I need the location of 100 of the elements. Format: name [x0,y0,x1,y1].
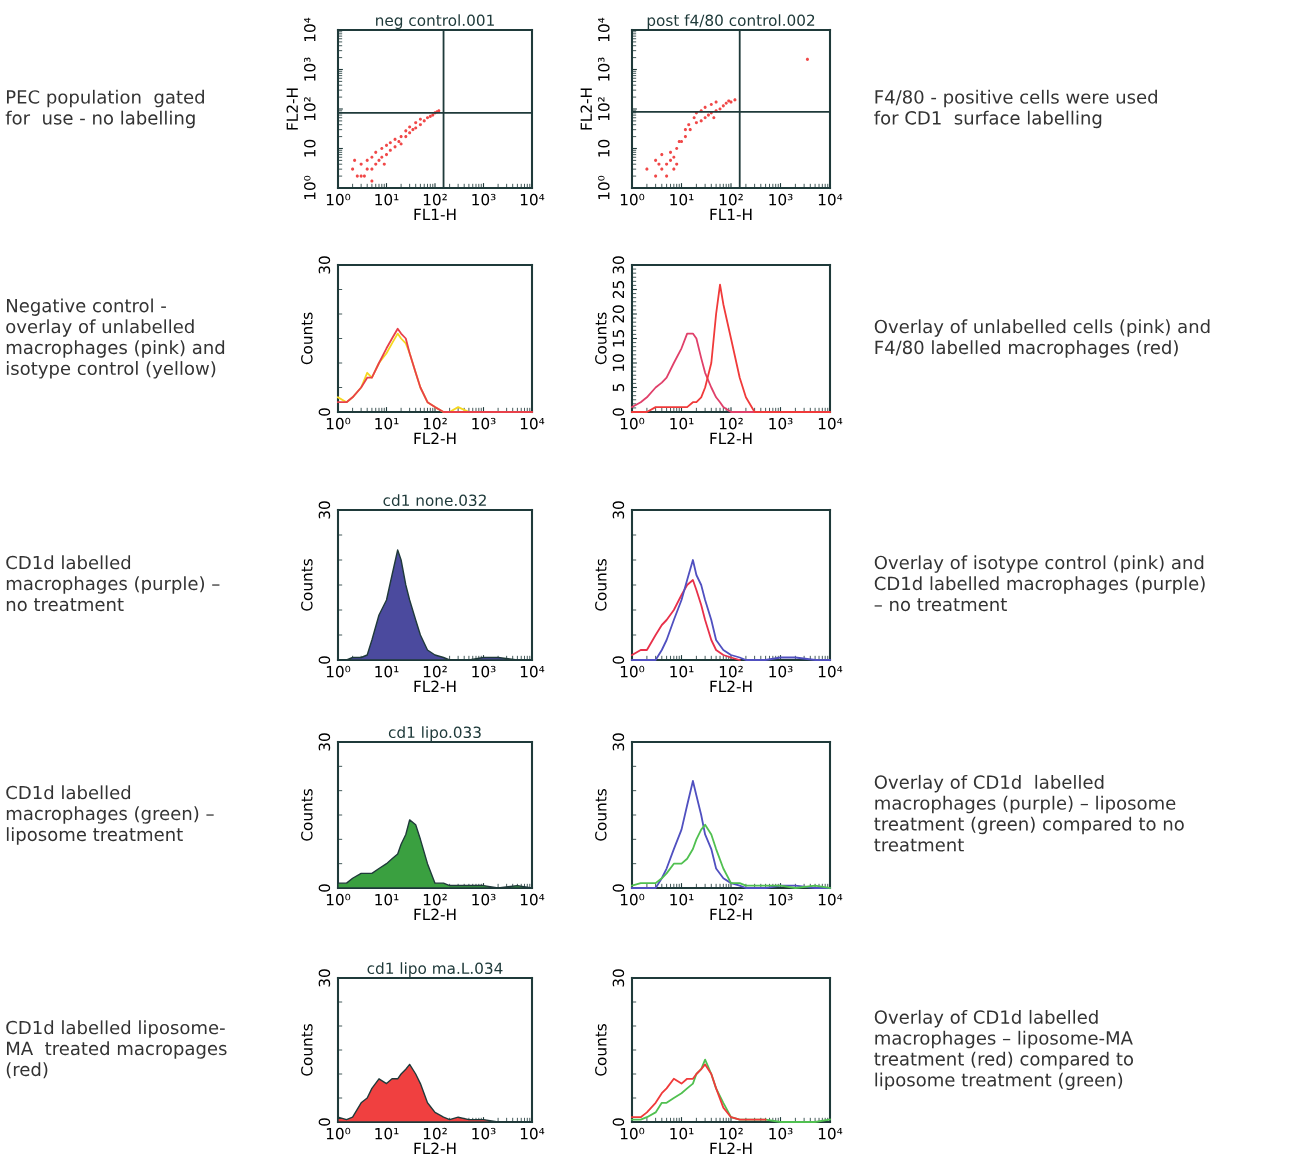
x-tick-label: 10⁴ [520,193,545,206]
x-tick-label: 10⁴ [818,1127,843,1140]
x-tick-label: 10² [423,193,447,206]
y-tick-label: 15 [612,330,625,347]
y-tick-label: 0 [612,408,625,416]
y-axis-title: Counts [595,312,607,365]
x-tick-label: 10³ [769,893,793,906]
x-tick-label: 10² [719,193,743,206]
y-axis-title: FL2-H [286,88,298,130]
y-tick-label: 0 [612,656,625,664]
y-tick-label: 0 [612,884,625,892]
x-tick-label: 10⁰ [326,417,351,430]
x-tick-label: 10⁴ [520,417,545,430]
y-axis-title: Counts [301,559,313,611]
chart-title: cd1 lipo.033 [388,726,481,742]
x-tick-label: 10⁰ [620,1127,645,1140]
x-tick-label: 10⁰ [620,193,645,206]
y-tick-label: 10 [598,139,610,157]
x-tick-label: 10⁰ [326,665,351,678]
chart-title: post f4/80 control.002 [647,14,815,30]
text: PEC population gated for use - no labelling [5,89,204,129]
x-tick-label: 10¹ [670,193,694,206]
y-tick-label: 30 [318,501,331,519]
x-tick-label: 10³ [769,1127,793,1140]
chart-title: neg control.001 [376,14,494,30]
text: F4/80 - positive cells were used for CD1 surface labelling [874,89,1157,129]
x-tick-label: 10⁴ [520,893,545,906]
y-tick-label: 30 [318,256,331,274]
x-tick-label: 10⁰ [620,417,645,430]
y-axis-title: Counts [595,1024,607,1076]
y-tick-label: 10 [304,139,316,157]
y-tick-label: 30 [612,256,625,274]
y-tick-label: 10² [598,97,610,121]
y-tick-label: 0 [318,1118,331,1126]
x-tick-label: 10¹ [670,1127,694,1140]
x-axis-title: FL1-H [710,208,752,220]
y-tick-label: 30 [612,501,625,519]
x-axis-title: FL2-H [414,680,456,692]
y-tick-label: 30 [318,969,331,987]
x-axis-title: FL2-H [710,908,752,920]
x-tick-label: 10¹ [375,665,399,678]
x-tick-label: 10⁴ [818,417,843,430]
y-axis-title: Counts [301,312,313,365]
y-tick-label: 25 [612,281,625,299]
x-tick-label: 10⁰ [326,193,351,206]
y-tick-label: 20 [612,305,625,323]
x-tick-label: 10³ [769,417,793,430]
x-tick-label: 10¹ [670,665,694,678]
y-tick-label: 5 [612,383,625,392]
x-tick-label: 10³ [472,193,496,206]
x-tick-label: 10⁴ [520,1127,545,1140]
y-tick-label: 10⁴ [304,17,316,42]
y-tick-label: 10 [612,354,625,372]
x-tick-label: 10¹ [375,417,399,430]
x-axis-title: FL2-H [414,432,456,444]
x-tick-label: 10¹ [375,1127,399,1140]
x-tick-label: 10⁰ [620,665,645,678]
y-tick-label: 10³ [304,57,316,81]
x-tick-label: 10² [423,1127,447,1140]
x-tick-label: 10² [719,665,743,678]
x-tick-label: 10² [423,893,447,906]
x-axis-title: FL2-H [710,432,752,444]
y-axis-title: Counts [595,789,607,841]
text: Overlay of CD1d labelled macrophages – liposome-MA treatment (red) compared to liposome treatment (green) [874,1009,1134,1091]
x-tick-label: 10¹ [670,417,694,430]
y-tick-label: 0 [612,1118,625,1126]
y-axis-title: Counts [301,1024,313,1076]
x-tick-label: 10⁰ [326,893,351,906]
x-axis-title: FL1-H [414,208,456,220]
x-tick-label: 10¹ [375,893,399,906]
y-tick-label: 30 [612,969,625,987]
x-tick-label: 10² [719,417,743,430]
x-tick-label: 10⁰ [326,1127,351,1140]
x-tick-label: 10⁴ [818,665,843,678]
x-tick-label: 10⁰ [620,893,645,906]
x-tick-label: 10³ [472,893,496,906]
x-tick-label: 10³ [472,665,496,678]
y-axis-title: FL2-H [580,88,592,130]
x-axis-title: FL2-H [414,908,456,920]
x-tick-label: 10³ [472,417,496,430]
x-axis-title: FL2-H [710,680,752,692]
y-tick-label: 0 [318,408,331,416]
x-tick-label: 10³ [472,1127,496,1140]
y-tick-label: 10² [304,97,316,121]
y-axis-title: Counts [595,559,607,611]
x-tick-label: 10⁴ [818,893,843,906]
x-tick-label: 10² [423,417,447,430]
y-tick-label: 10⁴ [598,17,610,42]
x-tick-label: 10³ [769,665,793,678]
x-axis-title: FL2-H [414,1142,456,1154]
text: CD1d labelled macrophages (purple) – no treatment [6,555,220,612]
x-tick-label: 10³ [769,193,793,206]
y-axis-title: Counts [301,789,313,841]
x-tick-label: 10¹ [670,893,694,906]
x-axis-title: FL2-H [710,1142,752,1154]
x-tick-label: 10² [719,893,743,906]
x-tick-label: 10⁴ [818,193,843,206]
text: CD1d labelled macrophages (green) – liposome treatment [6,785,214,845]
x-tick-label: 10² [423,665,447,678]
y-tick-label: 30 [318,733,331,751]
